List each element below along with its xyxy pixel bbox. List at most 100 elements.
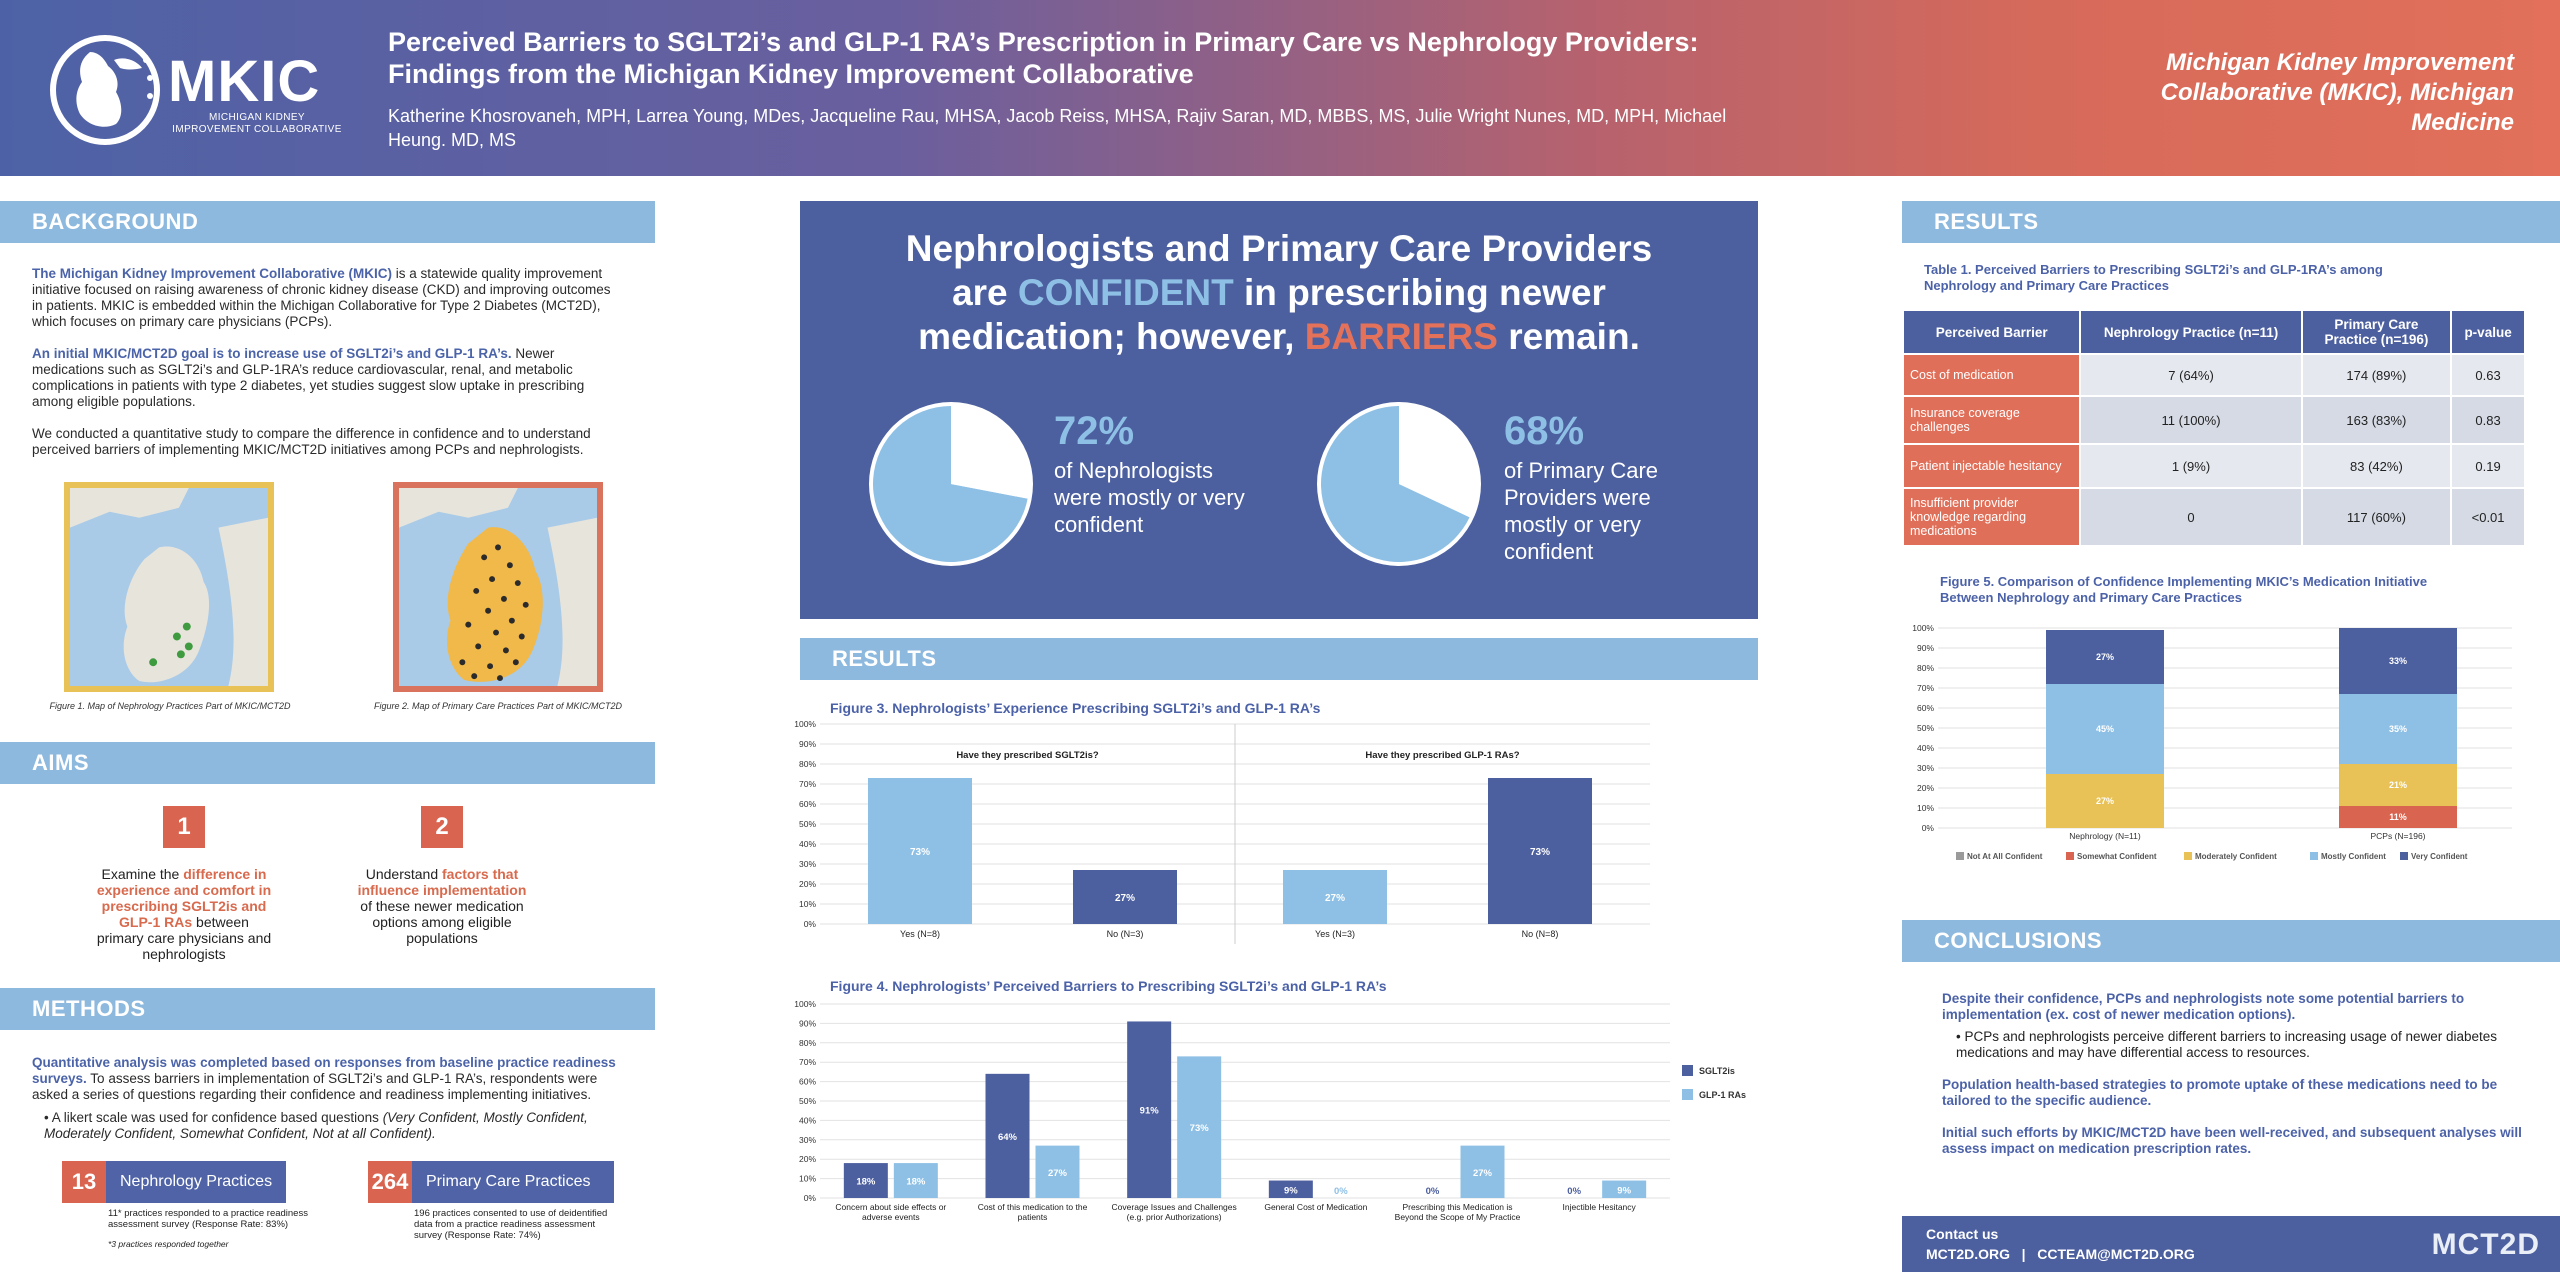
michigan-map-icon [70, 488, 268, 686]
table-cell: Patient injectable hesitancy [1901, 443, 2082, 489]
x-tick-label: Beyond the Scope of My Practice [1395, 1212, 1521, 1222]
methods-bullet-pre: A likert scale was used for confidence b… [51, 1110, 383, 1125]
pie-slice-other [1399, 406, 1477, 518]
aim-2-pre: Understand [365, 866, 443, 882]
headline-barriers: BARRIERS [1304, 316, 1498, 357]
figure-4-title: Figure 4. Nephrologists’ Perceived Barri… [830, 978, 1387, 994]
y-tick-label: 100% [794, 719, 816, 729]
table-cell: 0.19 [2450, 443, 2526, 489]
aim-1-pre: Examine the [101, 866, 184, 882]
stacked-bar-segment [2339, 694, 2457, 764]
y-tick-label: 10% [1917, 803, 1934, 813]
aim-2-number: 2 [421, 806, 463, 848]
y-tick-label: 0% [1922, 823, 1935, 833]
results-right-heading: RESULTS [1902, 201, 2560, 243]
poster-header: MKIC MICHIGAN KIDNEY IMPROVEMENT COLLABO… [0, 0, 2560, 176]
pcp-percent-text: of Primary Care Providers were mostly or… [1504, 458, 1659, 564]
y-tick-label: 80% [799, 1038, 816, 1048]
footer-contact-line[interactable]: MCT2D.ORG | CCTEAM@MCT2D.ORG [1926, 1246, 2195, 1262]
bar-value-label: 33% [2389, 656, 2407, 666]
y-tick-label: 0% [804, 919, 817, 929]
conclusions-heading: CONCLUSIONS [1902, 920, 2560, 962]
primary-care-practices-note: 196 practices consented to use of deiden… [414, 1208, 608, 1241]
bar-value-label: 27% [1473, 1168, 1493, 1179]
y-tick-label: 20% [799, 879, 816, 889]
bar-value-label: 91% [1140, 1106, 1160, 1117]
legend-swatch [2310, 852, 2318, 860]
table-cell: 0.83 [2450, 395, 2526, 445]
aim-1-post: between primary care physicians and neph… [96, 914, 272, 962]
panel-subtitle: Have they prescribed GLP-1 RAs? [1365, 750, 1519, 761]
y-tick-label: 20% [1917, 783, 1934, 793]
legend-label: SGLT2is [1699, 1066, 1735, 1076]
bullet-dot-icon: • [44, 1110, 52, 1125]
key-finding-headline: Nephrologists and Primary Care Providers… [800, 227, 1758, 359]
legend-swatch [1682, 1089, 1693, 1100]
background-paragraph-3: We conducted a quantitative study to com… [32, 426, 591, 457]
table-row: Cost of medication 7 (64%) 174 (89%) 0.6… [1901, 353, 2526, 397]
aim-2-post: of these newer medication options among … [360, 898, 524, 946]
headline-2c: in prescribing newer [1233, 272, 1606, 313]
legend-swatch [1956, 852, 1964, 860]
y-tick-label: 100% [794, 999, 816, 1009]
headline-3c: remain. [1497, 316, 1640, 357]
michigan-logo-icon [50, 35, 160, 145]
bar-value-label: 11% [2389, 812, 2407, 822]
legend-label: Very Confident [2411, 852, 2468, 861]
bar-value-label: 35% [2389, 724, 2407, 734]
legend-swatch [2184, 852, 2192, 860]
pie-slice-other [951, 406, 1029, 499]
table-cell: 0 [2079, 487, 2303, 547]
bar-value-label: 18% [856, 1177, 876, 1188]
primary-care-practices-label: Primary Care Practices [412, 1161, 614, 1203]
x-tick-label: PCPs (N=196) [2370, 831, 2425, 841]
bar-value-label: 73% [910, 847, 930, 858]
y-tick-label: 70% [1917, 683, 1934, 693]
primary-care-practices-map [393, 482, 603, 692]
table-cell: 1 (9%) [2079, 443, 2303, 489]
x-tick-label: Yes (N=3) [1315, 929, 1355, 939]
table-cell: 163 (83%) [2300, 395, 2453, 445]
y-tick-label: 0% [804, 1193, 817, 1203]
bar-value-label: 9% [1284, 1185, 1298, 1196]
bar-value-label: 0% [1334, 1186, 1348, 1197]
bar [1488, 778, 1592, 924]
bar [1268, 1180, 1313, 1198]
y-tick-label: 10% [799, 1174, 816, 1184]
x-tick-label: Prescribing this Medication is [1402, 1202, 1512, 1212]
table-header-cell: Primary Care Practice (n=196) [2300, 309, 2453, 355]
aim-1-number: 1 [163, 806, 205, 848]
figure-1-caption: Figure 1. Map of Nephrology Practices Pa… [49, 701, 291, 711]
aims-heading: AIMS [0, 742, 655, 784]
background-paragraph-1: The Michigan Kidney Improvement Collabor… [32, 266, 616, 330]
y-tick-label: 40% [799, 1115, 816, 1125]
aim-2-highlight: factors that influence implementation [357, 866, 527, 898]
results-middle-heading: RESULTS [800, 638, 1758, 680]
bar [1035, 1145, 1080, 1198]
table-cell: 11 (100%) [2079, 395, 2303, 445]
legend-swatch [2066, 852, 2074, 860]
x-tick-label: Yes (N=8) [900, 929, 940, 939]
panel-subtitle: Have they prescribed SGLT2is? [956, 750, 1099, 761]
y-tick-label: 30% [799, 1135, 816, 1145]
nephrology-count: 13 [62, 1161, 106, 1203]
bar-value-label: 9% [1617, 1185, 1631, 1196]
bar-value-label: 18% [906, 1177, 926, 1188]
headline-line-2: are CONFIDENT in prescribing newer [800, 271, 1758, 315]
bar-value-label: 27% [2096, 652, 2114, 662]
y-tick-label: 80% [1917, 663, 1934, 673]
y-tick-label: 100% [1912, 623, 1934, 633]
y-tick-label: 60% [1917, 703, 1934, 713]
table-header-cell: Perceived Barrier [1901, 309, 2082, 355]
figure-2-caption: Figure 2. Map of Primary Care Practices … [373, 701, 623, 711]
y-tick-label: 40% [1917, 743, 1934, 753]
bar-value-label: 27% [1325, 893, 1345, 904]
table-header-cell: Nephrology Practice (n=11) [2079, 309, 2303, 355]
methods-p1-highlight: Quantitative analysis was completed base… [32, 1055, 616, 1086]
y-tick-label: 50% [799, 819, 816, 829]
legend-swatch [2400, 852, 2408, 860]
poster-authors: Katherine Khosrovaneh, MPH, Larrea Young… [388, 106, 1727, 150]
x-tick-label: Injectible Hesitancy [1563, 1202, 1637, 1212]
bar-value-label: 73% [1530, 847, 1550, 858]
y-tick-label: 30% [1917, 763, 1934, 773]
